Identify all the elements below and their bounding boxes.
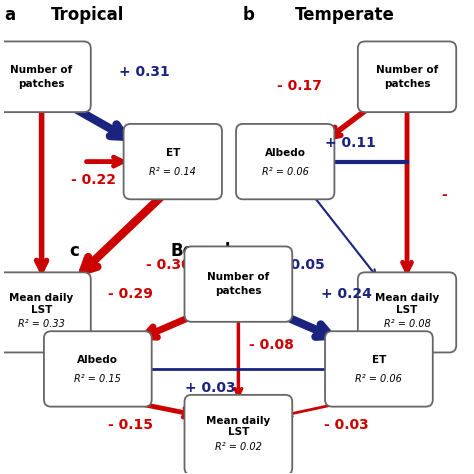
- Text: c: c: [70, 242, 80, 260]
- Text: R² = 0.06: R² = 0.06: [356, 374, 402, 384]
- FancyBboxPatch shape: [124, 124, 222, 199]
- Text: - 0.29: - 0.29: [108, 287, 153, 301]
- Text: - 0.15: - 0.15: [108, 419, 153, 432]
- Text: Albedo: Albedo: [264, 148, 306, 158]
- Text: R² = 0.14: R² = 0.14: [149, 167, 196, 177]
- FancyBboxPatch shape: [236, 124, 335, 199]
- Text: LST: LST: [228, 427, 249, 437]
- Text: Number of: Number of: [10, 65, 73, 75]
- Text: ET: ET: [165, 148, 180, 158]
- Text: + 0.24: + 0.24: [321, 287, 372, 301]
- Text: R² = 0.06: R² = 0.06: [262, 167, 309, 177]
- Text: Mean daily: Mean daily: [375, 293, 439, 303]
- Text: ET: ET: [372, 356, 386, 365]
- Text: Boreal: Boreal: [171, 242, 231, 260]
- Text: - 0.22: - 0.22: [71, 173, 116, 187]
- Text: Number of: Number of: [376, 65, 438, 75]
- Text: -: -: [442, 188, 447, 201]
- Text: a: a: [4, 6, 15, 24]
- FancyBboxPatch shape: [0, 273, 91, 353]
- Text: + 0.31: + 0.31: [119, 65, 170, 79]
- Text: b: b: [243, 6, 255, 24]
- Text: Tropical: Tropical: [51, 6, 124, 24]
- Text: Temperate: Temperate: [294, 6, 394, 24]
- Text: - 0.08: - 0.08: [249, 338, 293, 352]
- FancyBboxPatch shape: [44, 331, 152, 407]
- Text: - 0.17: - 0.17: [277, 79, 322, 93]
- FancyBboxPatch shape: [358, 273, 456, 353]
- Text: LST: LST: [396, 305, 418, 315]
- Text: R² = 0.33: R² = 0.33: [18, 319, 65, 329]
- Text: Mean daily: Mean daily: [9, 293, 74, 303]
- Text: - 0.30: - 0.30: [146, 258, 191, 272]
- Text: patches: patches: [215, 286, 262, 296]
- Text: Albedo: Albedo: [77, 356, 118, 365]
- Text: patches: patches: [18, 79, 65, 89]
- FancyBboxPatch shape: [358, 41, 456, 112]
- Text: R² = 0.08: R² = 0.08: [383, 319, 430, 329]
- Text: LST: LST: [31, 305, 52, 315]
- Text: + 0.11: + 0.11: [325, 136, 376, 150]
- FancyBboxPatch shape: [0, 41, 91, 112]
- Text: Mean daily: Mean daily: [206, 416, 271, 426]
- Text: - 0.03: - 0.03: [324, 419, 368, 432]
- Text: R² = 0.15: R² = 0.15: [74, 374, 121, 384]
- FancyBboxPatch shape: [325, 331, 433, 407]
- Text: + 0.05: + 0.05: [274, 258, 325, 272]
- FancyBboxPatch shape: [184, 246, 292, 322]
- FancyBboxPatch shape: [184, 395, 292, 474]
- Text: R² = 0.02: R² = 0.02: [215, 442, 262, 452]
- Text: + 0.03: + 0.03: [185, 381, 236, 395]
- Text: Number of: Number of: [207, 272, 270, 282]
- Text: patches: patches: [384, 79, 430, 89]
